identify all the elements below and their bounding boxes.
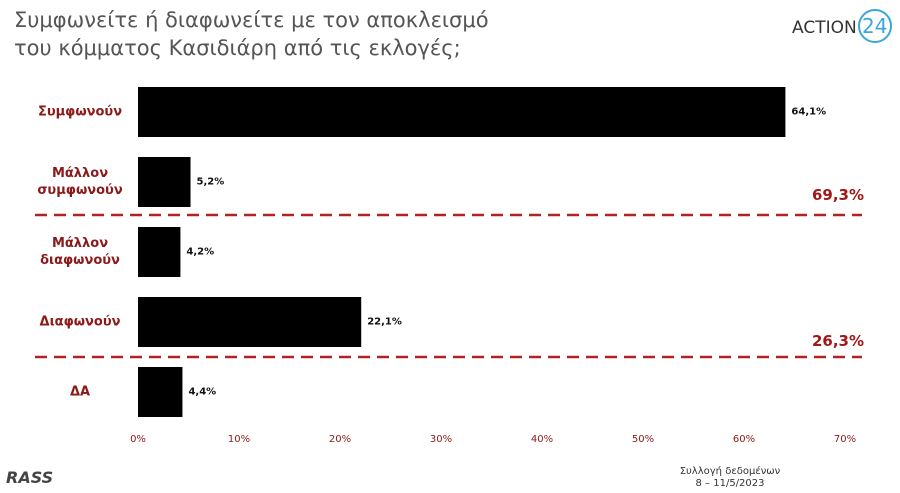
bar [138,87,786,137]
y-tick-label: Μάλλον συμφωνούν [37,166,123,198]
x-tick-label: 0% [130,434,146,445]
y-tick-label: Διαφωνούν [39,314,121,330]
source: RASS [6,468,54,487]
bar [138,297,362,347]
value-label: 5,2% [196,176,225,188]
value-label: 4,4% [188,386,217,398]
x-tick-label: 70% [833,434,857,445]
logo-number: 24 [857,9,892,43]
group-total: 69,3% [811,186,864,204]
x-tick-label: 40% [530,434,554,445]
y-tick-label: Συμφωνούν [37,104,123,120]
x-tick-label: 10% [227,434,251,445]
bar [138,227,181,277]
chart-title: του κόμματος Κασιδιάρη από τις εκλογές; [14,36,461,60]
value-label: 4,2% [186,246,215,258]
x-tick-label: 20% [328,434,352,445]
chart-title: Συμφωνείτε ή διαφωνείτε με τον αποκλεισμ… [14,8,489,32]
note-line: 8 – 11/5/2023 [695,478,765,489]
value-label: 22,1% [367,316,402,328]
y-tick-label: ΔΑ [69,384,91,400]
group-total: 26,3% [811,332,864,350]
x-tick-label: 30% [429,434,453,445]
note-line: Συλλογή δεδομένων [679,466,781,477]
x-tick-label: 50% [631,434,655,445]
x-tick-label: 60% [732,434,756,445]
bar [138,367,183,417]
logo: ACTION 24 [792,9,892,43]
y-tick-label: Μάλλον διαφωνούν [40,236,120,268]
note: Συλλογή δεδομένων 8 – 11/5/2023 [660,466,800,490]
logo-text: ACTION [792,18,857,38]
value-label: 64,1% [791,106,827,118]
bar [138,157,191,207]
